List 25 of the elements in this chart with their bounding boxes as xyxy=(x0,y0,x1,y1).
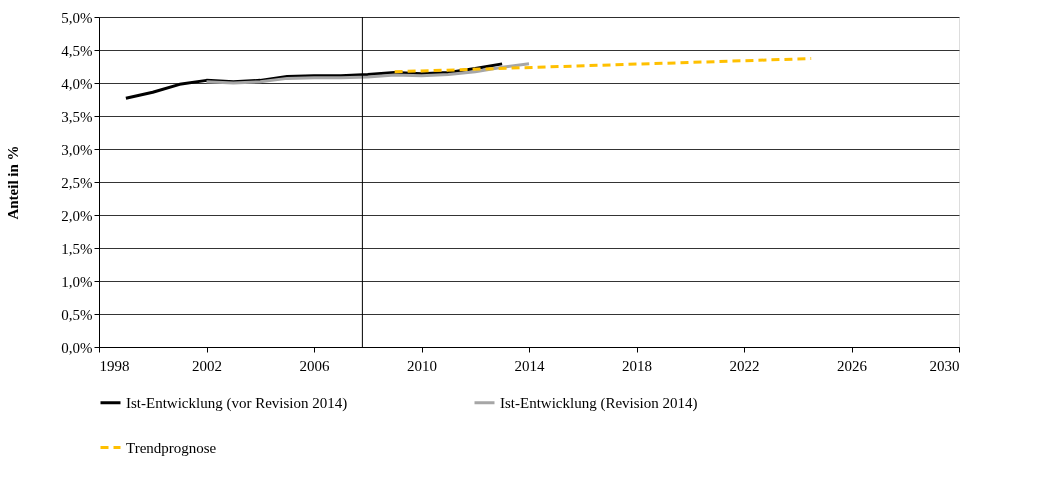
x-tick-label: 2010 xyxy=(407,357,437,374)
line-series xyxy=(205,62,531,85)
x-tick-label: 2014 xyxy=(514,357,545,374)
x-tick-label: 2026 xyxy=(837,357,868,374)
y-tick-label: 0,0% xyxy=(61,339,93,356)
y-tick-label: 4,0% xyxy=(61,75,93,92)
x-tick-label: 2006 xyxy=(299,357,330,374)
x-tick-label: 1998 xyxy=(99,357,130,374)
legend-label: Ist-Entwicklung (Revision 2014) xyxy=(500,394,698,412)
y-tick-label: 5,0% xyxy=(61,9,93,26)
y-tick-label: 3,5% xyxy=(61,108,93,125)
y-axis-title: Anteil in % xyxy=(5,145,22,220)
y-tick-label: 2,5% xyxy=(61,174,93,191)
legend-label: Trendprognose xyxy=(126,439,217,456)
y-tick-label: 2,0% xyxy=(61,207,93,224)
y-tick-label: 4,5% xyxy=(61,42,93,59)
x-tick-label: 2022 xyxy=(729,357,760,374)
y-tick-label: 3,0% xyxy=(61,141,93,158)
y-tick-label: 0,5% xyxy=(61,306,93,323)
x-tick-label: 2002 xyxy=(192,357,222,374)
y-tick-label: 1,0% xyxy=(61,273,93,290)
y-tick-label: 1,5% xyxy=(61,240,93,257)
x-tick-label: 2018 xyxy=(622,357,652,374)
legend-label: Ist-Entwicklung (vor Revision 2014) xyxy=(126,394,348,412)
x-tick-label: 2030 xyxy=(929,357,960,374)
